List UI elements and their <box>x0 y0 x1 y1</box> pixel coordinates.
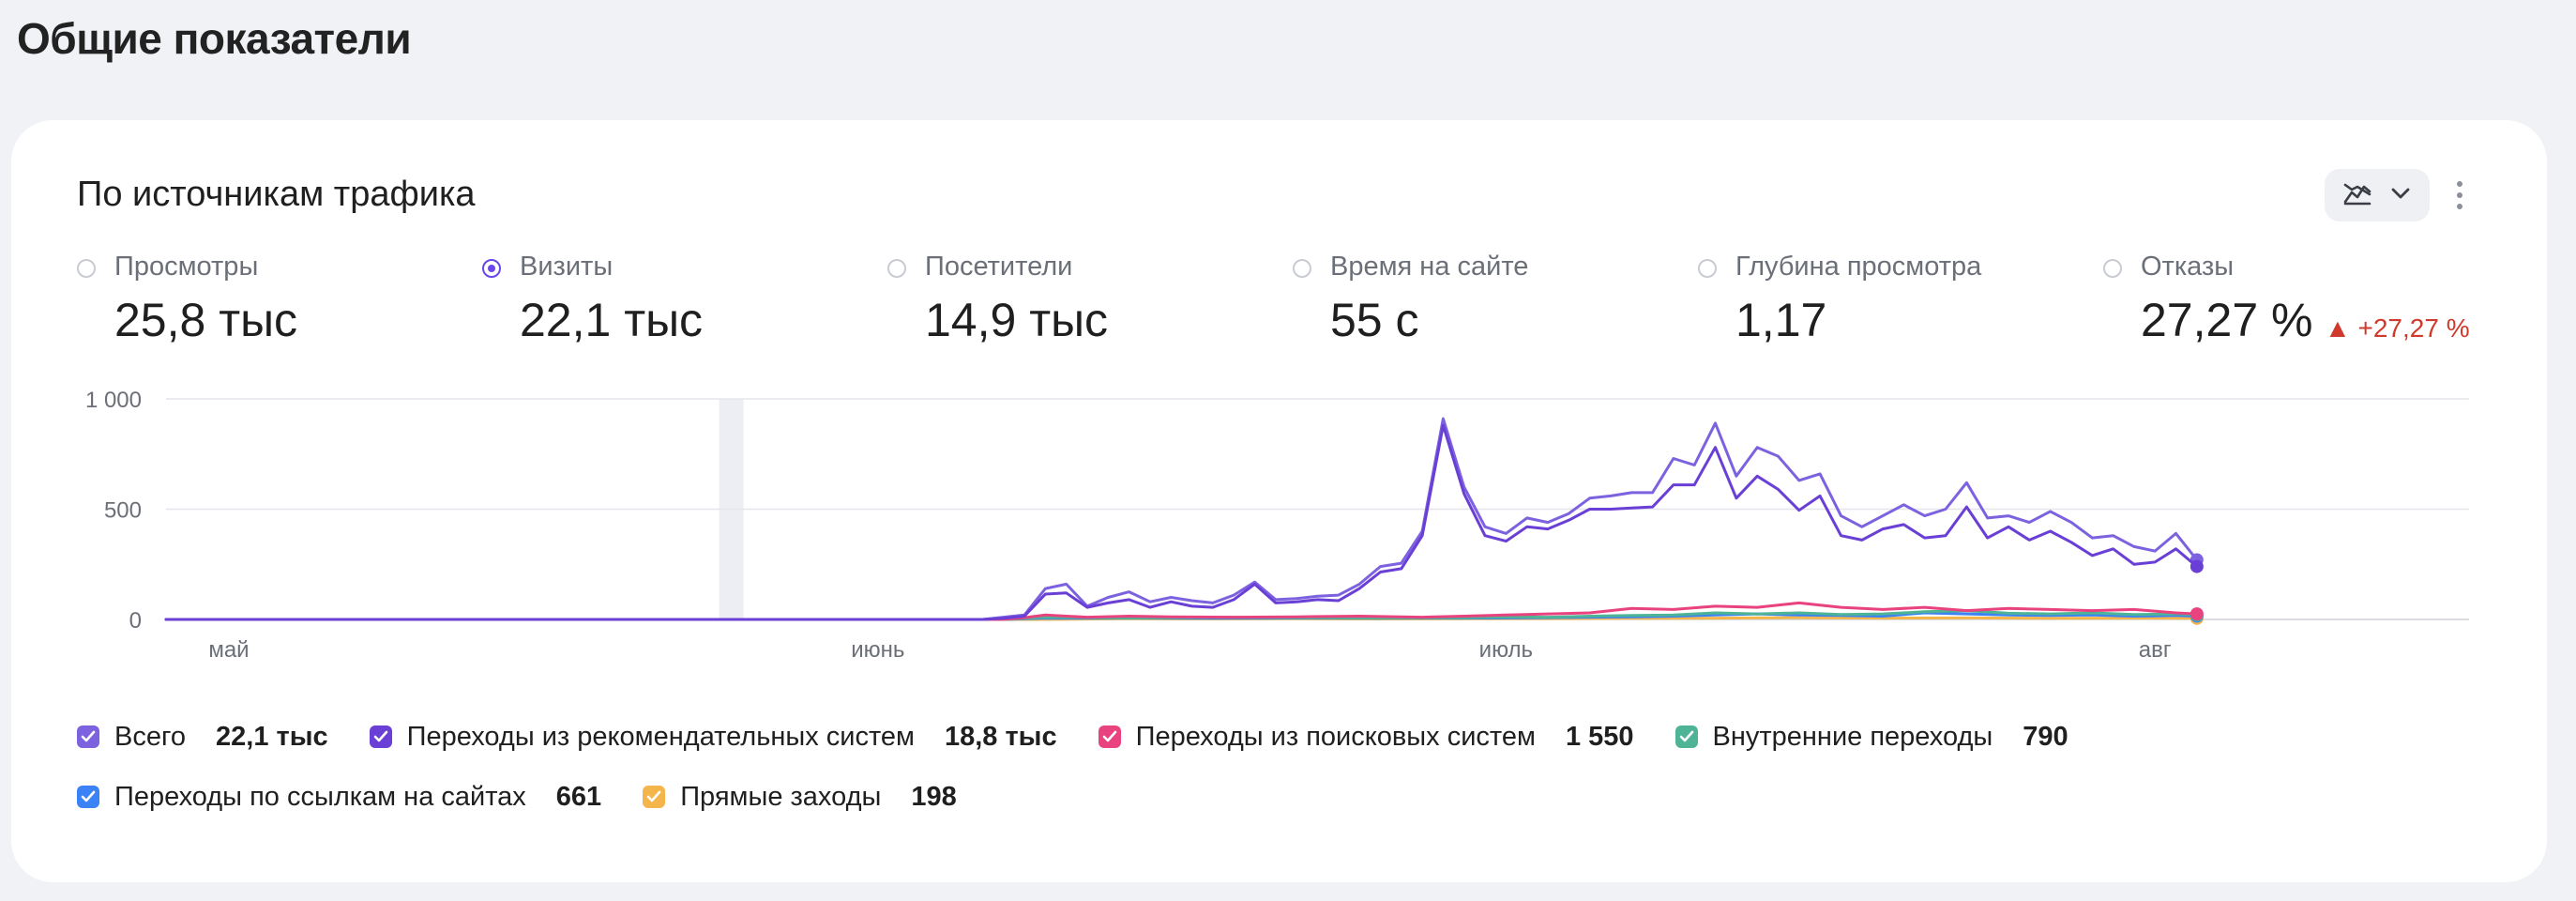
more-vertical-icon-dot <box>2457 204 2462 209</box>
legend-item-total[interactable]: Всего 22,1 тыс <box>77 722 328 753</box>
y-tick-label: 0 <box>129 608 142 634</box>
legend-total: 790 <box>2023 721 2068 752</box>
metric-page-depth[interactable]: Глубина просмотра 1,17 <box>1698 252 2092 364</box>
legend-item-internal[interactable]: Внутренние переходы 790 <box>1674 721 2068 753</box>
metric-label: Отказы <box>2141 252 2235 282</box>
metric-label: Время на сайте <box>1330 252 1529 282</box>
chart-type-button[interactable] <box>2325 169 2430 221</box>
legend-checkbox[interactable] <box>1674 725 1698 748</box>
chart-legend: Всего 22,1 тыс Переходы из рекомендатель… <box>77 707 2516 827</box>
metric-label: Просмотры <box>114 252 259 282</box>
legend-total: 198 <box>911 781 957 812</box>
legend-total: 22,1 тыс <box>216 721 328 752</box>
metric-label: Посетители <box>925 252 1073 282</box>
legend-name: Всего <box>114 721 187 752</box>
legend-checkbox[interactable] <box>1098 725 1121 748</box>
legend-checkbox[interactable] <box>643 786 666 808</box>
metric-value: 27,27 % <box>2141 294 2313 346</box>
legend-checkbox[interactable] <box>369 725 392 748</box>
x-tick-label: май <box>208 637 249 663</box>
metric-delta: ▲ +27,27 % <box>2325 313 2470 343</box>
legend-checkbox[interactable] <box>77 786 99 808</box>
series-end-point <box>2190 607 2204 621</box>
legend-checkbox[interactable] <box>77 725 99 748</box>
legend-item-links[interactable]: Переходы по ссылкам на сайтах 661 <box>77 782 601 813</box>
metric-radio[interactable] <box>482 259 501 278</box>
x-tick-label: авг <box>2139 637 2172 663</box>
metric-radio[interactable] <box>887 259 906 278</box>
traffic-sources-card: По источникам трафика Просмотры 25,8 тыс… <box>11 120 2547 882</box>
x-tick-label: июнь <box>851 637 904 663</box>
area-chart-icon <box>2343 181 2371 210</box>
chevron-down-icon <box>2390 187 2411 205</box>
more-vertical-icon <box>2457 181 2462 187</box>
legend-total: 18,8 тыс <box>944 721 1057 752</box>
x-tick-label: июль <box>1479 637 1533 663</box>
metric-time-on-site[interactable]: Время на сайте 55 с <box>1293 252 1687 364</box>
metric-radio[interactable] <box>2103 259 2122 278</box>
legend-name: Внутренние переходы <box>1712 721 1993 752</box>
legend-item-direct[interactable]: Прямые заходы 198 <box>643 782 957 813</box>
metric-value: 22,1 тыс <box>520 294 704 346</box>
legend-item-recommendations[interactable]: Переходы из рекомендательных систем 18,8… <box>369 721 1057 753</box>
y-tick-label: 500 <box>104 498 142 524</box>
series-end-point <box>2190 559 2204 573</box>
y-tick-label: 1 000 <box>85 388 142 413</box>
more-vertical-icon-dot <box>2457 192 2462 198</box>
legend-row: Всего 22,1 тыс Переходы из рекомендатель… <box>77 707 2516 767</box>
metric-value: 14,9 тыс <box>925 294 1109 346</box>
metric-value: 25,8 тыс <box>114 294 298 346</box>
legend-total: 661 <box>555 781 602 812</box>
legend-name: Переходы из поисковых систем <box>1135 721 1536 752</box>
metric-pageviews[interactable]: Просмотры 25,8 тыс <box>77 252 471 364</box>
metric-radio[interactable] <box>1698 259 1717 278</box>
legend-name: Переходы из рекомендательных систем <box>406 721 915 752</box>
series-line <box>164 423 2199 621</box>
metric-value: 55 с <box>1330 294 1419 346</box>
metric-radio[interactable] <box>77 259 96 278</box>
legend-row: Переходы по ссылкам на сайтах 661 Прямые… <box>77 767 2516 827</box>
legend-total: 1 550 <box>1565 721 1634 752</box>
more-options-button[interactable] <box>2450 169 2469 221</box>
legend-item-search[interactable]: Переходы из поисковых систем 1 550 <box>1098 721 1634 753</box>
card-title: По источникам трафика <box>77 175 476 214</box>
metric-label: Глубина просмотра <box>1735 252 1982 282</box>
metric-radio[interactable] <box>1293 259 1311 278</box>
series-line <box>164 417 2199 621</box>
series-line <box>164 601 2199 621</box>
metric-value: 1,17 <box>1735 294 1827 346</box>
traffic-chart: 1 000 500 0 май июнь июль авг <box>85 388 2469 663</box>
metric-visits[interactable]: Визиты 22,1 тыс <box>482 252 876 364</box>
legend-name: Переходы по ссылкам на сайтах <box>114 781 526 812</box>
metric-visitors[interactable]: Посетители 14,9 тыс <box>887 252 1281 364</box>
legend-name: Прямые заходы <box>680 781 882 812</box>
metric-label: Визиты <box>520 252 614 282</box>
metric-bounce-rate[interactable]: Отказы 27,27 % ▲ +27,27 % <box>2103 252 2497 364</box>
page-title: Общие показатели <box>17 14 412 63</box>
